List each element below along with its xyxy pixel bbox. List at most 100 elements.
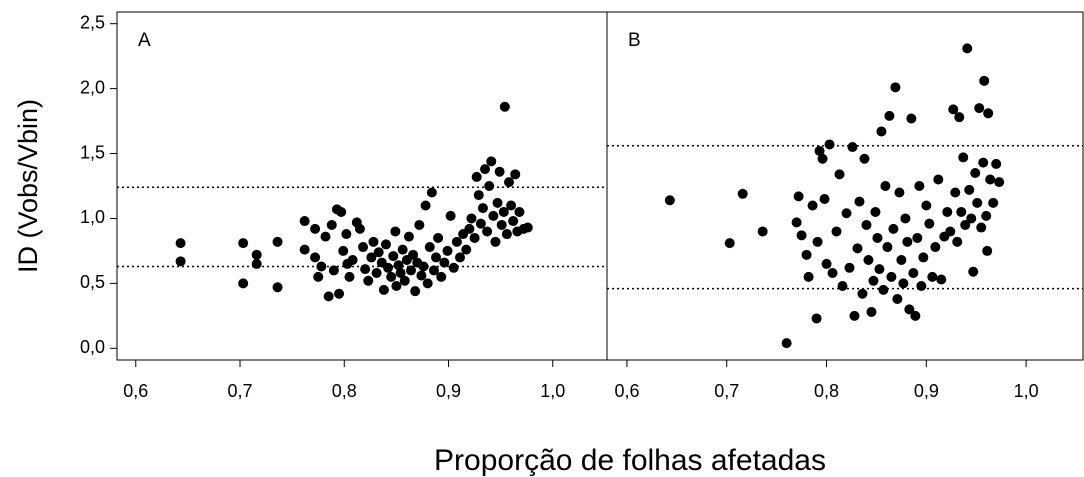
plot-frame [116,11,608,361]
panel-label: A [138,30,151,51]
x-tick-label: 1,0 [1014,381,1039,401]
point [781,338,792,349]
point [272,282,283,293]
point [299,216,310,227]
point [948,104,959,115]
x-tick-label: 0,9 [436,381,461,401]
point [475,218,486,229]
point [496,219,507,230]
point [880,181,891,191]
point [921,200,932,211]
x-tick-label: 0,8 [332,381,357,401]
point [791,217,802,228]
x-tick-label: 0,9 [914,381,939,401]
y-tick-label: 1,5 [80,142,105,162]
point [874,264,885,275]
point [373,247,384,258]
point [504,177,514,188]
point [393,260,404,271]
x-tick-label: 0,6 [614,381,639,401]
point [380,239,391,250]
point [506,200,517,211]
point [972,197,983,208]
point [841,208,852,219]
point [896,255,907,266]
point [962,43,973,54]
point [486,156,497,167]
point [390,226,401,237]
point [824,139,835,150]
point [968,266,979,277]
point [954,112,965,123]
point [908,268,919,278]
point [334,288,345,299]
point [363,275,374,286]
point [238,278,249,289]
point [960,219,971,230]
point [251,258,262,269]
point [323,291,334,302]
point [991,158,1002,169]
point [431,252,442,263]
point [477,203,488,214]
point [498,206,509,217]
point [872,232,883,243]
point [900,213,911,224]
point [403,231,414,242]
point [866,306,877,317]
x-tick-label: 0,6 [123,381,148,401]
point [868,275,879,286]
panel-label: B [628,30,641,51]
point [912,232,923,243]
point [933,174,944,185]
point [371,268,382,278]
point [347,255,358,266]
point [888,223,899,234]
point [930,242,941,253]
point [904,304,915,315]
point [522,222,533,233]
point [358,242,369,253]
point [796,230,807,241]
point [424,242,435,253]
y-tick-label: 0,0 [80,337,105,357]
point [175,256,186,267]
point [942,206,953,217]
point [439,257,450,268]
point [979,75,990,86]
point [508,216,519,227]
point [924,218,935,229]
point [473,190,484,201]
x-axis-label: Proporção de folhas afetadas [434,444,826,477]
point [368,236,379,247]
point [918,252,929,263]
point [834,169,845,180]
point [408,249,419,260]
point [807,200,818,211]
point [366,252,377,263]
point [514,206,525,217]
point [876,126,887,137]
point [466,213,477,224]
point [974,103,985,114]
point [406,265,416,276]
point [863,255,874,266]
point [360,264,371,275]
x-tick-label: 0,7 [714,381,739,401]
point [299,244,310,255]
point [724,238,735,249]
point [420,200,431,211]
point [416,270,427,281]
point [482,226,493,237]
point [251,249,262,260]
point [844,262,855,273]
point [737,188,748,199]
point [499,101,510,112]
point [852,243,863,254]
point [391,280,402,291]
point [410,286,421,297]
point [272,236,283,247]
point [469,232,480,243]
point [436,271,447,282]
